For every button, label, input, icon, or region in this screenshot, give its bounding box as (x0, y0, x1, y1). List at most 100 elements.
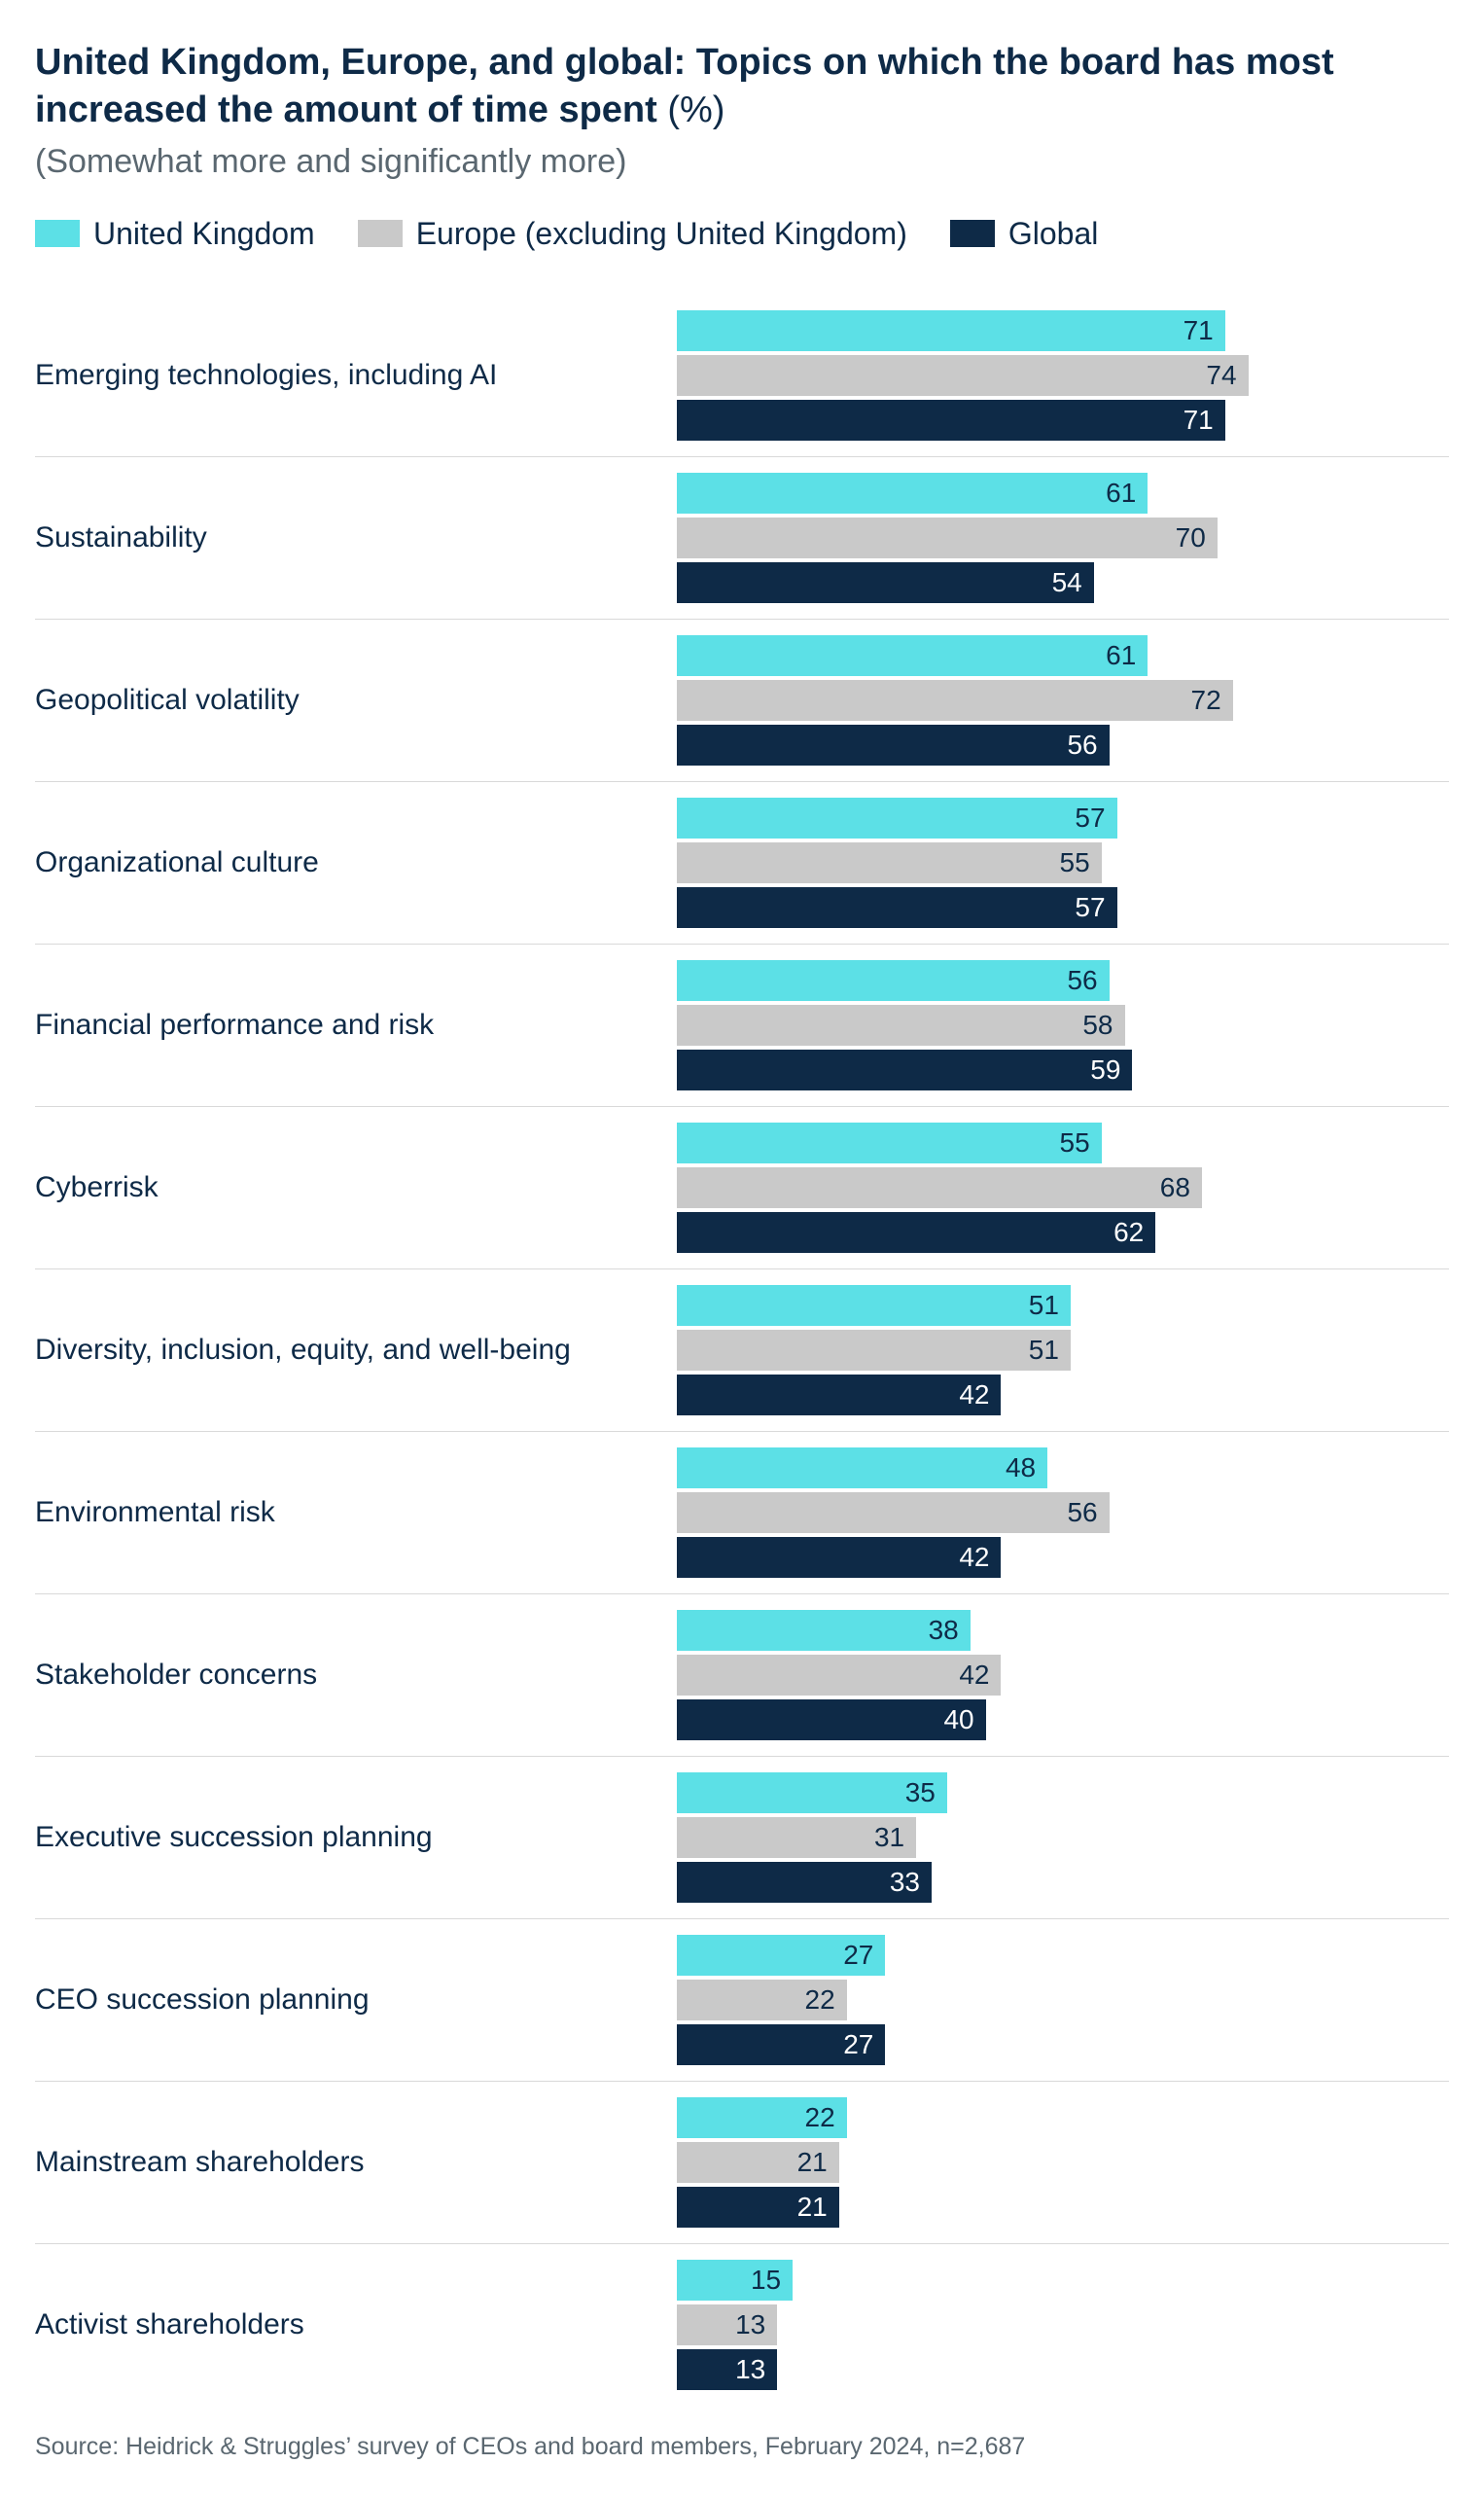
bar-value: 51 (1029, 1335, 1059, 1366)
bar: 68 (677, 1167, 1202, 1208)
bar-wrap: 62 (677, 1212, 1449, 1253)
bar-value: 71 (1184, 315, 1214, 346)
bar-wrap: 61 (677, 473, 1449, 514)
bar-group: 15 13 13 (677, 2244, 1449, 2406)
chart-row: Mainstream shareholders222121 (35, 2081, 1449, 2243)
bar-value: 42 (959, 1542, 989, 1573)
bar-wrap: 71 (677, 310, 1449, 351)
category-label: Activist shareholders (35, 2244, 677, 2406)
bar-wrap: 27 (677, 2024, 1449, 2065)
bar-value: 15 (751, 2265, 781, 2296)
bar: 54 (677, 562, 1094, 603)
bar: 13 (677, 2304, 777, 2345)
bar-wrap: 13 (677, 2304, 1449, 2345)
bar: 27 (677, 2024, 885, 2065)
bar-wrap: 70 (677, 518, 1449, 558)
category-label: Mainstream shareholders (35, 2082, 677, 2243)
bar: 71 (677, 310, 1225, 351)
chart-row: Emerging technologies, including AI71747… (35, 295, 1449, 456)
bar: 57 (677, 798, 1117, 839)
bar-value: 68 (1160, 1172, 1190, 1203)
bar-value: 56 (1067, 1497, 1097, 1528)
bar-wrap: 13 (677, 2349, 1449, 2390)
bar: 48 (677, 1447, 1047, 1488)
bar-value: 57 (1075, 803, 1105, 834)
bar: 40 (677, 1699, 986, 1740)
bar-value: 48 (1006, 1452, 1036, 1483)
bar-wrap: 22 (677, 1980, 1449, 2020)
legend-item: United Kingdom (35, 216, 315, 252)
legend-swatch (358, 220, 403, 247)
bar: 21 (677, 2142, 839, 2183)
bar-group: 55 68 62 (677, 1107, 1449, 1268)
chart-row: Diversity, inclusion, equity, and well-b… (35, 1268, 1449, 1431)
bar-value: 70 (1176, 522, 1206, 554)
bar-group: 5658 59 (677, 945, 1449, 1106)
bar-value: 31 (874, 1822, 904, 1853)
chart-row: Financial performance and risk5658 59 (35, 944, 1449, 1106)
category-label: Geopolitical volatility (35, 620, 677, 781)
bar: 42 (677, 1375, 1001, 1415)
category-label: Executive succession planning (35, 1757, 677, 1918)
bar-wrap: 42 (677, 1537, 1449, 1578)
bar: 74 (677, 355, 1249, 396)
chart-row: Sustainability617054 (35, 456, 1449, 619)
bar-wrap: 58 (677, 1005, 1449, 1046)
bar-wrap: 42 (677, 1375, 1449, 1415)
legend-swatch (950, 220, 995, 247)
bar-wrap: 33 (677, 1862, 1449, 1903)
bar-value: 27 (843, 2029, 873, 2060)
bar-wrap: 55 (677, 1123, 1449, 1163)
legend-label: Global (1008, 216, 1099, 252)
bar-value: 61 (1106, 640, 1136, 671)
bar: 56 (677, 960, 1110, 1001)
bar-value: 21 (797, 2192, 828, 2223)
legend-item: Global (950, 216, 1099, 252)
category-label: Financial performance and risk (35, 945, 677, 1106)
chart-subtitle: (Somewhat more and significantly more) (35, 143, 1449, 181)
bar-value: 59 (1090, 1054, 1120, 1086)
bar-group: 57 55 57 (677, 782, 1449, 944)
bar-group: 384240 (677, 1594, 1449, 1756)
bar-value: 35 (905, 1777, 936, 1808)
bar-value: 13 (735, 2354, 765, 2385)
bar: 51 (677, 1330, 1071, 1371)
source-note: Source: Heidrick & Struggles’ survey of … (35, 2433, 1449, 2461)
bar-value: 55 (1060, 847, 1090, 878)
bar-wrap: 59 (677, 1050, 1449, 1090)
bar-wrap: 21 (677, 2142, 1449, 2183)
bar: 27 (677, 1935, 885, 1976)
bar: 38 (677, 1610, 971, 1651)
chart-row: Geopolitical volatility617256 (35, 619, 1449, 781)
bar-value: 71 (1184, 405, 1214, 436)
bar-wrap: 48 (677, 1447, 1449, 1488)
chart-row: Environmental risk485642 (35, 1431, 1449, 1593)
bar-group: 3531 33 (677, 1757, 1449, 1918)
bar-group: 61 70 54 (677, 457, 1449, 619)
chart-row: Cyberrisk556862 (35, 1106, 1449, 1268)
bar: 15 (677, 2260, 793, 2301)
legend-label: United Kingdom (93, 216, 315, 252)
legend: United Kingdom Europe (excluding United K… (35, 216, 1449, 252)
bar: 58 (677, 1005, 1125, 1046)
bar: 13 (677, 2349, 777, 2390)
bar: 56 (677, 1492, 1110, 1533)
bar-value: 42 (959, 1379, 989, 1411)
chart-title: United Kingdom, Europe, and global: Topi… (35, 39, 1449, 135)
bar-wrap: 51 (677, 1330, 1449, 1371)
chart-title-unit: (%) (657, 89, 725, 130)
bar-value: 74 (1206, 360, 1236, 391)
bar: 33 (677, 1862, 932, 1903)
bar-value: 57 (1075, 892, 1105, 923)
bar-wrap: 56 (677, 960, 1449, 1001)
bar: 72 (677, 680, 1233, 721)
bar-value: 51 (1029, 1290, 1059, 1321)
bar: 35 (677, 1772, 947, 1813)
bar-wrap: 38 (677, 1610, 1449, 1651)
bar: 22 (677, 2097, 847, 2138)
bar-value: 38 (929, 1615, 959, 1646)
legend-item: Europe (excluding United Kingdom) (358, 216, 907, 252)
bar-wrap: 71 (677, 400, 1449, 441)
chart-row: Activist shareholders 15 13 13 (35, 2243, 1449, 2406)
bar: 51 (677, 1285, 1071, 1326)
